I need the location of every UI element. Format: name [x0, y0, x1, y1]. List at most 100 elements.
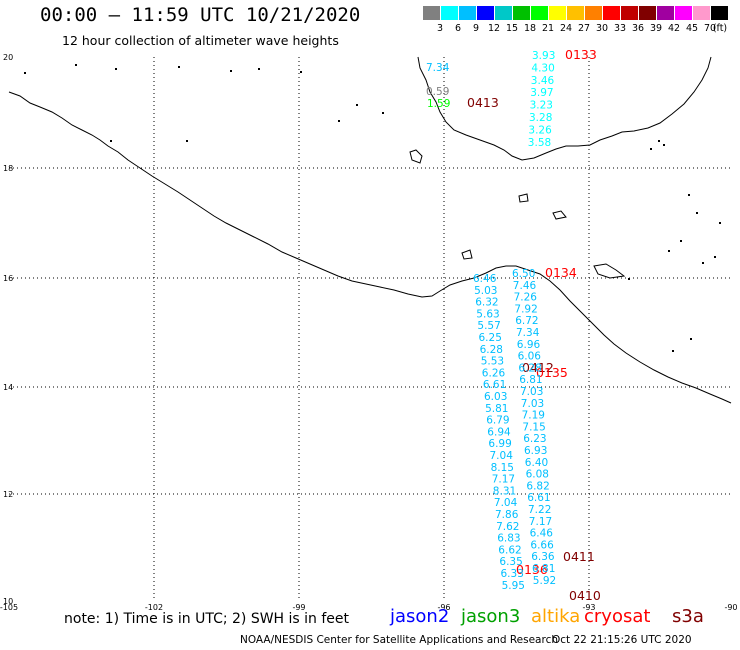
island-dot — [702, 262, 704, 264]
island-dot — [690, 338, 692, 340]
swh-value: 8.31 — [493, 485, 516, 497]
island — [552, 210, 567, 220]
swh-value: 3.58 — [528, 137, 551, 149]
swh-value: 3.26 — [528, 124, 552, 136]
island-dot — [663, 144, 665, 146]
island-dot — [356, 104, 358, 106]
swh-value: 5.63 — [476, 308, 499, 320]
island-dot — [650, 148, 652, 150]
swh-value: 6.35 — [499, 556, 522, 568]
pass-time-label: 0412 — [522, 360, 554, 375]
island-dot — [668, 250, 670, 252]
island-dot — [300, 71, 302, 73]
swh-value: 5.95 — [502, 580, 525, 592]
swh-value: 6.06 — [518, 351, 542, 363]
swh-value: 7.15 — [522, 421, 545, 433]
island — [461, 249, 473, 260]
small-islands — [24, 64, 721, 352]
island-dot — [688, 194, 690, 196]
swh-value: 5.57 — [477, 320, 500, 332]
swh-value: 3.23 — [530, 100, 553, 112]
legend-label: 27 — [577, 23, 591, 34]
swh-value: 3.97 — [530, 87, 553, 99]
swh-value: 6.46 — [530, 528, 554, 540]
legend-label: 30 — [595, 23, 609, 34]
legend-label: 21 — [541, 23, 555, 34]
island — [518, 193, 529, 203]
swh-value: 7.17 — [529, 516, 552, 528]
satellite-label: jason2 — [390, 606, 450, 627]
island-dot — [672, 350, 674, 352]
swh-value: 0.59 — [426, 86, 449, 98]
swh-value: 6.40 — [525, 457, 548, 469]
swh-value: 7.22 — [528, 504, 551, 516]
swh-value: 7.03 — [521, 398, 544, 410]
longitude-tick-label: -93 — [582, 603, 595, 612]
island-dot — [178, 66, 180, 68]
swh-value: 7.04 — [494, 497, 518, 509]
island-dot — [75, 64, 77, 66]
longitude-tick-label: -90 — [724, 603, 737, 612]
island-dot — [680, 240, 682, 242]
legend-label: 12 — [487, 23, 501, 34]
island-dot — [382, 112, 384, 114]
swh-value: 6.28 — [480, 344, 503, 356]
island-dot — [658, 140, 660, 142]
swh-value: 6.66 — [530, 539, 554, 551]
legend-label: 39 — [649, 23, 663, 34]
legend-label: 9 — [472, 23, 480, 34]
swh-value: 5.92 — [533, 575, 556, 587]
island-dot — [714, 256, 716, 258]
swh-value: 3.93 — [532, 50, 555, 62]
swh-value: 6.50 — [512, 268, 535, 280]
island — [593, 263, 626, 279]
legend-label: 3 — [436, 23, 444, 34]
island-dot — [115, 68, 117, 70]
swh-value: 7.92 — [514, 303, 537, 315]
island-dot — [110, 140, 112, 142]
swh-value: 6.96 — [517, 339, 541, 351]
swh-value: 6.72 — [515, 315, 538, 327]
legend-swatch — [710, 5, 729, 21]
swh-value: 3.28 — [529, 112, 552, 124]
swh-value: 6.93 — [524, 445, 547, 457]
units-note: note: 1) Time is in UTC; 2) SWH is in fe… — [64, 611, 350, 627]
swh-value: 3.46 — [531, 75, 555, 87]
island-dot — [338, 120, 340, 122]
swh-value: 7.04 — [490, 450, 514, 462]
swh-value: 7.46 — [513, 280, 537, 292]
latitude-tick-label: 20 — [3, 53, 13, 62]
island-dot — [186, 140, 188, 142]
swh-value: 7.34 — [426, 62, 450, 74]
satellite-label: cryosat — [584, 606, 651, 627]
swh-value: 8.15 — [491, 462, 514, 474]
swh-value: 6.94 — [487, 426, 511, 438]
swh-value: 6.61 — [527, 492, 550, 504]
legend-label: 6 — [454, 23, 462, 34]
latitude-tick-label: 16 — [3, 274, 13, 283]
swh-value: 7.86 — [495, 509, 519, 521]
swh-value: 1.59 — [427, 98, 450, 110]
swh-value: 5.81 — [485, 403, 508, 415]
gulf-coastline — [417, 56, 712, 161]
legend-label: 42 — [667, 23, 681, 34]
swh-value: 6.99 — [488, 438, 511, 450]
swh-value: 6.61 — [483, 379, 506, 391]
legend-unit: (ft) — [712, 23, 728, 34]
legend-label: 18 — [523, 23, 537, 34]
graticule — [9, 57, 731, 601]
island-dot — [258, 68, 260, 70]
swh-value: 6.82 — [526, 480, 549, 492]
longitude-tick-label: -102 — [145, 603, 163, 612]
swh-value: 6.46 — [473, 273, 497, 285]
island-dot — [719, 222, 721, 224]
footer-credit: NOAA/NESDIS Center for Satellite Applica… — [240, 634, 558, 646]
swh-value: 7.34 — [516, 327, 540, 339]
island-dot — [696, 212, 698, 214]
swh-value: 6.36 — [531, 551, 555, 563]
pass-time-label: 0133 — [565, 47, 597, 62]
legend-label: 24 — [559, 23, 573, 34]
island-dot — [628, 278, 630, 280]
pass-time-label: 0136 — [516, 562, 548, 577]
